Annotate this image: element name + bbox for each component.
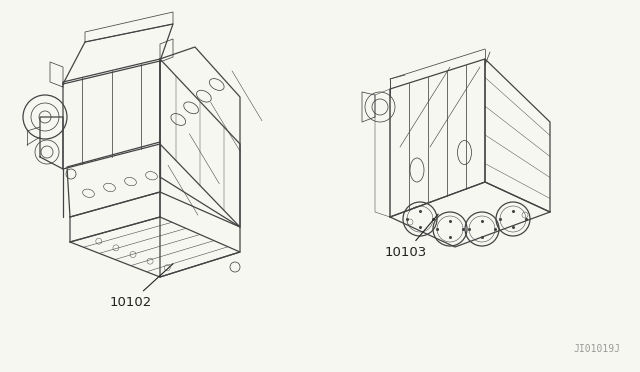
Text: JI01019J: JI01019J <box>573 344 620 354</box>
Text: 10103: 10103 <box>385 214 438 259</box>
Text: 10102: 10102 <box>110 264 173 308</box>
